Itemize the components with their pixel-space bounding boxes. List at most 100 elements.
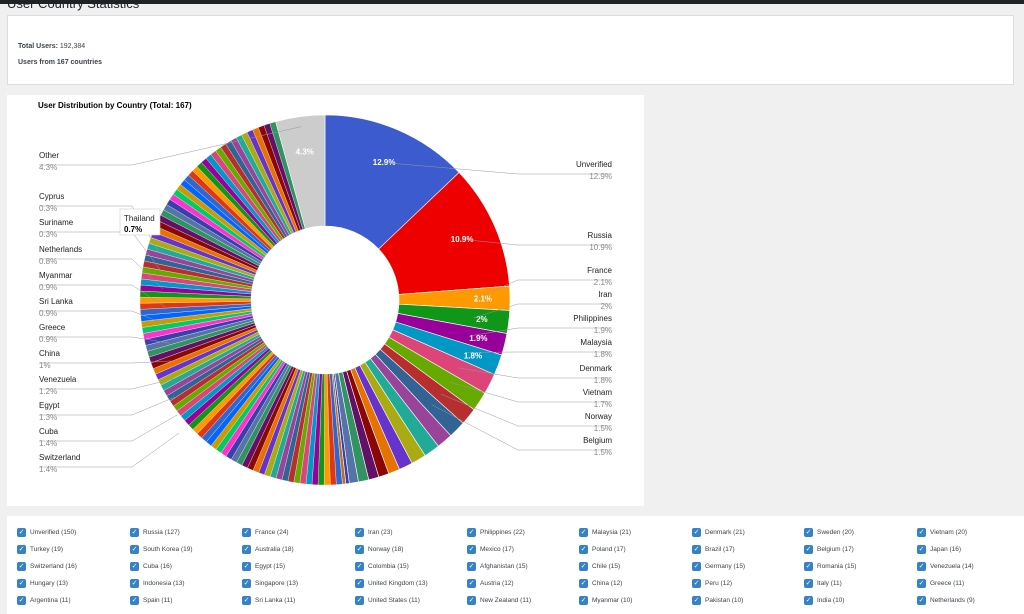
country-filter-item[interactable]: ✓ Sweden (20) xyxy=(804,527,854,537)
country-filter-item[interactable]: ✓ Denmark (21) xyxy=(692,527,745,537)
country-filter-checkbox[interactable]: ✓ xyxy=(355,561,364,571)
country-filter-checkbox[interactable]: ✓ xyxy=(579,578,588,588)
country-filter-item[interactable]: ✓ Japan (16) xyxy=(917,544,961,554)
country-filter-item[interactable]: ✓ Romania (15) xyxy=(804,561,856,571)
country-filter-item[interactable]: ✓ Austria (12) xyxy=(467,578,514,588)
country-filter-checkbox[interactable]: ✓ xyxy=(17,544,26,554)
country-filter-checkbox[interactable]: ✓ xyxy=(467,595,476,605)
country-filter-item[interactable]: ✓ Germany (15) xyxy=(692,561,745,571)
country-filter-checkbox[interactable]: ✓ xyxy=(355,527,364,537)
country-filter-checkbox[interactable]: ✓ xyxy=(130,544,139,554)
country-filter-item[interactable]: ✓ Egypt (15) xyxy=(242,561,285,571)
country-filter-item[interactable]: ✓ Greece (11) xyxy=(917,578,964,588)
country-donut-chart[interactable]: 12.9%10.9%2.1%2%1.9%1.8%4.3%Unverified12… xyxy=(7,95,644,506)
country-filter-checkbox[interactable]: ✓ xyxy=(130,595,139,605)
country-filter-label: France (24) xyxy=(255,528,289,536)
country-filter-checkbox[interactable]: ✓ xyxy=(804,578,813,588)
country-filter-checkbox[interactable]: ✓ xyxy=(242,595,251,605)
country-filter-checkbox[interactable]: ✓ xyxy=(17,578,26,588)
country-filter-item[interactable]: ✓ Belgium (17) xyxy=(804,544,854,554)
country-filter-item[interactable]: ✓ India (10) xyxy=(804,595,844,605)
country-filter-item[interactable]: ✓ China (12) xyxy=(579,578,622,588)
country-filter-item[interactable]: ✓ Philippines (22) xyxy=(467,527,525,537)
country-filter-checkbox[interactable]: ✓ xyxy=(917,544,926,554)
country-filter-checkbox[interactable]: ✓ xyxy=(579,527,588,537)
country-filter-checkbox[interactable]: ✓ xyxy=(804,595,813,605)
country-filter-item[interactable]: ✓ New Zealand (11) xyxy=(467,595,531,605)
country-filter-checkbox[interactable]: ✓ xyxy=(130,561,139,571)
country-filter-item[interactable]: ✓ Russia (127) xyxy=(130,527,180,537)
leader-line xyxy=(39,414,178,442)
country-filter-item[interactable]: ✓ Australia (18) xyxy=(242,544,294,554)
country-filter-checkbox[interactable]: ✓ xyxy=(917,527,926,537)
country-filter-item[interactable]: ✓ Singapore (13) xyxy=(242,578,298,588)
country-filter-item[interactable]: ✓ Brazil (17) xyxy=(692,544,735,554)
country-filter-item[interactable]: ✓ Chile (15) xyxy=(579,561,620,571)
country-filter-item[interactable]: ✓ Sri Lanka (11) xyxy=(242,595,295,605)
country-filter-checkbox[interactable]: ✓ xyxy=(692,595,701,605)
country-filter-checkbox[interactable]: ✓ xyxy=(467,578,476,588)
country-filter-item[interactable]: ✓ Myanmar (10) xyxy=(579,595,632,605)
slice-other[interactable] xyxy=(275,114,326,230)
country-filter-item[interactable]: ✓ Italy (11) xyxy=(804,578,842,588)
country-filter-item[interactable]: ✓ Argentina (11) xyxy=(17,595,71,605)
country-filter-checkbox[interactable]: ✓ xyxy=(579,595,588,605)
country-filter-checkbox[interactable]: ✓ xyxy=(355,595,364,605)
country-filter-item[interactable]: ✓ Poland (17) xyxy=(579,544,626,554)
country-filter-checkbox[interactable]: ✓ xyxy=(130,527,139,537)
country-filter-item[interactable]: ✓ Afghanistan (15) xyxy=(467,561,528,571)
country-filter-checkbox[interactable]: ✓ xyxy=(692,561,701,571)
country-filter-checkbox[interactable]: ✓ xyxy=(242,561,251,571)
country-filter-item[interactable]: ✓ South Korea (19) xyxy=(130,544,193,554)
country-filter-checkbox[interactable]: ✓ xyxy=(917,595,926,605)
chart-tooltip xyxy=(119,208,161,236)
in-slice-label: 1.9% xyxy=(469,334,487,343)
country-filter-checkbox[interactable]: ✓ xyxy=(804,527,813,537)
country-filter-checkbox[interactable]: ✓ xyxy=(579,544,588,554)
country-filter-item[interactable]: ✓ Norway (18) xyxy=(355,544,403,554)
country-filter-item[interactable]: ✓ Indonesia (13) xyxy=(130,578,185,588)
country-filter-checkbox[interactable]: ✓ xyxy=(804,544,813,554)
country-filter-item[interactable]: ✓ Malaysia (21) xyxy=(579,527,631,537)
country-filter-item[interactable]: ✓ Spain (11) xyxy=(130,595,173,605)
country-filter-checkbox[interactable]: ✓ xyxy=(17,595,26,605)
legend-label: Unverified xyxy=(576,160,612,169)
country-filter-checkbox[interactable]: ✓ xyxy=(242,527,251,537)
country-filter-checkbox[interactable]: ✓ xyxy=(242,578,251,588)
country-filter-item[interactable]: ✓ Hungary (13) xyxy=(17,578,68,588)
country-filter-checkbox[interactable]: ✓ xyxy=(917,578,926,588)
country-filter-item[interactable]: ✓ Iran (23) xyxy=(355,527,393,537)
country-filter-item[interactable]: ✓ United Kingdom (13) xyxy=(355,578,428,588)
country-filter-item[interactable]: ✓ United States (11) xyxy=(355,595,420,605)
country-filter-label: Iran (23) xyxy=(368,528,393,536)
country-filter-item[interactable]: ✓ Unverified (150) xyxy=(17,527,76,537)
country-filter-checkbox[interactable]: ✓ xyxy=(692,527,701,537)
country-filter-checkbox[interactable]: ✓ xyxy=(17,527,26,537)
country-filter-checkbox[interactable]: ✓ xyxy=(355,544,364,554)
country-filter-item[interactable]: ✓ Colombia (15) xyxy=(355,561,409,571)
country-filter-item[interactable]: ✓ Cuba (16) xyxy=(130,561,172,571)
country-filter-item[interactable]: ✓ Pakistan (10) xyxy=(692,595,743,605)
country-filter-checkbox[interactable]: ✓ xyxy=(355,578,364,588)
country-filter-checkbox[interactable]: ✓ xyxy=(692,544,701,554)
country-filter-checkbox[interactable]: ✓ xyxy=(692,578,701,588)
country-filter-checkbox[interactable]: ✓ xyxy=(579,561,588,571)
country-filter-item[interactable]: ✓ France (24) xyxy=(242,527,289,537)
country-filter-checkbox[interactable]: ✓ xyxy=(17,561,26,571)
total-users-label: Total Users: xyxy=(18,43,58,50)
country-filter-item[interactable]: ✓ Switzerland (16) xyxy=(17,561,77,571)
country-filter-checkbox[interactable]: ✓ xyxy=(804,561,813,571)
country-filter-item[interactable]: ✓ Turkey (19) xyxy=(17,544,63,554)
country-filter-checkbox[interactable]: ✓ xyxy=(130,578,139,588)
country-filter-checkbox[interactable]: ✓ xyxy=(467,544,476,554)
country-filter-checkbox[interactable]: ✓ xyxy=(467,527,476,537)
country-filter-item[interactable]: ✓ Netherlands (9) xyxy=(917,595,975,605)
country-filter-item[interactable]: ✓ Vietnam (20) xyxy=(917,527,967,537)
country-filter-checkbox[interactable]: ✓ xyxy=(467,561,476,571)
country-filter-item[interactable]: ✓ Venezuela (14) xyxy=(917,561,974,571)
country-filter-checkbox[interactable]: ✓ xyxy=(242,544,251,554)
country-filter-item[interactable]: ✓ Mexico (17) xyxy=(467,544,514,554)
country-filter-item[interactable]: ✓ Peru (12) xyxy=(692,578,732,588)
legend-value: 1.8% xyxy=(594,350,612,359)
country-filter-checkbox[interactable]: ✓ xyxy=(917,561,926,571)
